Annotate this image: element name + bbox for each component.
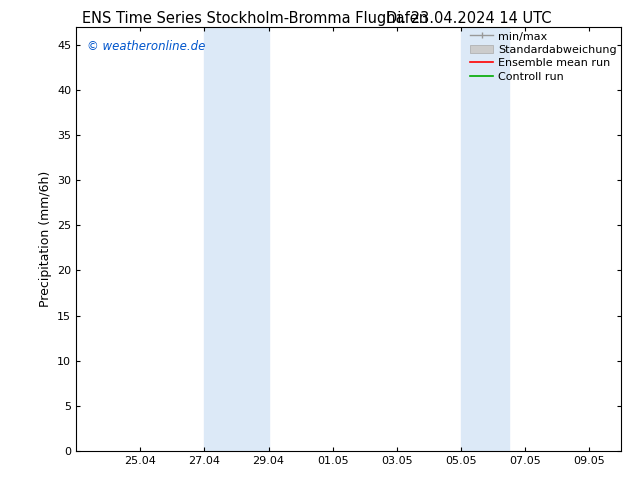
Bar xyxy=(204,27,269,451)
Text: Di. 23.04.2024 14 UTC: Di. 23.04.2024 14 UTC xyxy=(386,11,552,26)
Y-axis label: Precipitation (mm/6h): Precipitation (mm/6h) xyxy=(39,171,51,307)
Text: ENS Time Series Stockholm-Bromma Flughafen: ENS Time Series Stockholm-Bromma Flughaf… xyxy=(82,11,429,26)
Bar xyxy=(461,27,509,451)
Legend: min/max, Standardabweichung, Ensemble mean run, Controll run: min/max, Standardabweichung, Ensemble me… xyxy=(469,29,619,84)
Text: © weatheronline.de: © weatheronline.de xyxy=(87,40,205,52)
